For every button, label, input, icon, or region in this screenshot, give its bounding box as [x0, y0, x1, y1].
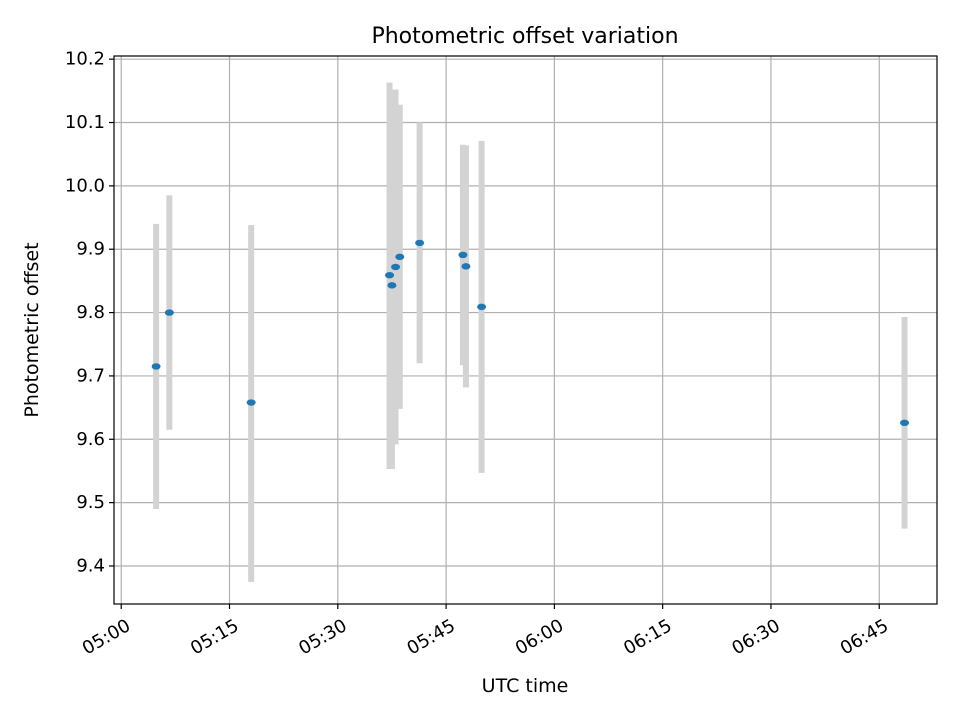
data-point [900, 419, 910, 427]
data-points [151, 239, 910, 427]
y-tick-label: 9.9 [76, 239, 105, 260]
data-point [385, 272, 395, 279]
data-point [395, 253, 405, 261]
y-tick-label: 9.5 [76, 492, 105, 513]
plot-area-frame [113, 55, 938, 605]
chart-title: Photometric offset variation [371, 24, 678, 49]
y-tick-label: 9.8 [76, 302, 105, 323]
data-point [391, 263, 401, 271]
data-point [461, 263, 471, 270]
y-tick-label: 9.7 [76, 365, 105, 386]
y-tick-label: 9.4 [76, 555, 105, 576]
y-tick-label: 10.1 [65, 112, 105, 133]
data-point [151, 363, 161, 370]
y-axis-label: Photometric offset [21, 242, 43, 417]
data-point [477, 303, 487, 311]
y-tick-label: 10.2 [65, 49, 105, 70]
data-point [458, 251, 468, 259]
data-point [415, 239, 425, 247]
data-point [164, 309, 174, 316]
data-point [246, 399, 256, 406]
x-axis-label: UTC time [482, 675, 569, 697]
y-axis-ticks: 9.4 9.5 9.6 9.7 9.8 9.9 10.0 10.1 10.2 [65, 49, 114, 576]
y-tick-label: 10.0 [65, 175, 105, 196]
y-tick-label: 9.6 [76, 429, 105, 450]
data-point [387, 282, 397, 289]
